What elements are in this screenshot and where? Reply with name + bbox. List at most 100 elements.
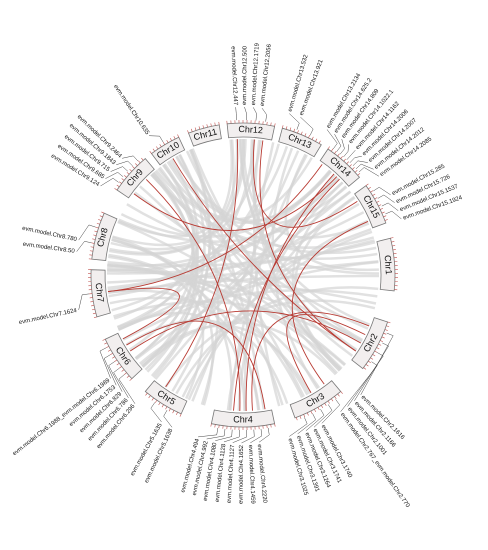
background-link [153, 171, 305, 398]
scale-tick [378, 343, 382, 346]
chromosome-band [150, 136, 186, 166]
scale-tick [107, 349, 111, 352]
scale-tick [91, 308, 95, 311]
scale-tick [327, 146, 330, 150]
chromosome-label: Chr1 [383, 255, 394, 275]
scale-tick [381, 211, 385, 214]
gene-label: evm.model.Chr8.780 [21, 226, 77, 244]
gene-label: evm.model.Chr5.1638 [144, 427, 175, 484]
gene-link [291, 221, 369, 385]
gene-leader [258, 427, 270, 443]
background-link [117, 311, 246, 412]
scale-tick [346, 161, 349, 165]
scale-tick [331, 398, 334, 402]
scale-tick [129, 169, 133, 172]
gene-label: evm.model.Chr4.1127 [227, 444, 237, 504]
scale-tick [365, 183, 369, 186]
gene-leader [297, 413, 317, 435]
scale-tick [145, 392, 148, 396]
scale-tick [126, 172, 130, 175]
scale-tick [310, 410, 313, 414]
background-link [108, 211, 365, 298]
scale-tick [149, 151, 152, 154]
scale-tick [357, 173, 361, 176]
scale-tick [176, 412, 178, 416]
scale-tick [270, 424, 272, 428]
scale-tick [141, 157, 144, 161]
scale-tick [376, 347, 380, 350]
scale-tick [119, 366, 122, 369]
gene-label: evm.model.Chr12.2056 [260, 43, 273, 106]
gene-link [129, 310, 362, 352]
gene-leader [78, 293, 90, 310]
scale-tick [334, 151, 337, 154]
scale-tick [93, 316, 97, 319]
gene-leader [149, 135, 164, 143]
scale-tick [132, 166, 135, 169]
gene-leader [358, 167, 380, 177]
scale-tick [165, 406, 168, 410]
scale-tick [91, 305, 95, 307]
chromosome-band [226, 122, 276, 141]
scale-tick [380, 208, 384, 210]
scale-tick [173, 136, 176, 140]
chromosome-band [104, 332, 143, 380]
gene-link [245, 173, 335, 411]
gene-leader [300, 116, 314, 136]
scale-tick [308, 134, 310, 138]
gene-leader [99, 347, 111, 379]
gene-leader [163, 410, 173, 428]
gene-link [172, 158, 357, 352]
scale-tick [383, 215, 387, 218]
scale-tick [315, 138, 318, 142]
scale-tick [116, 184, 120, 187]
scale-tick [138, 160, 141, 164]
scale-tick [92, 238, 96, 240]
gene-leader [253, 107, 257, 121]
background-link [175, 155, 377, 255]
scale-tick [96, 222, 100, 225]
scale-tick [352, 167, 355, 170]
chromosome-band [116, 157, 155, 199]
gene-leader [385, 210, 402, 220]
gene-link [259, 140, 357, 352]
scale-tick [392, 245, 396, 247]
scale-tick [311, 136, 314, 140]
scale-tick [370, 357, 374, 360]
gene-leader [206, 428, 226, 440]
gene-leader [198, 427, 219, 438]
gene-leader [100, 177, 119, 187]
scale-tick [124, 372, 127, 375]
background-link [113, 300, 357, 352]
scale-tick [270, 122, 272, 126]
scale-tick [314, 409, 317, 412]
scale-tick [168, 408, 171, 412]
scale-tick [190, 128, 193, 132]
gene-leader [110, 166, 128, 172]
chromosome-label: Chr8 [95, 227, 110, 248]
scale-tick [372, 193, 376, 196]
chromosome-label: Chr7 [94, 282, 106, 303]
gene-leader [349, 155, 362, 163]
scale-tick [166, 139, 169, 143]
scale-tick [368, 186, 371, 190]
scale-tick [390, 237, 394, 239]
gene-label: evm.model.Chr12.1719 [251, 42, 261, 105]
scale-tick [90, 301, 94, 303]
scale-tick [114, 359, 118, 362]
scale-tick [300, 131, 303, 135]
scale-tick [91, 242, 95, 244]
gene-leader [261, 107, 267, 122]
scale-tick [119, 181, 122, 184]
background-link [116, 139, 256, 329]
scale-tick [95, 226, 99, 229]
scale-tick [90, 246, 94, 248]
chromosome-label: Chr4 [233, 414, 253, 424]
background-link [107, 177, 340, 290]
scale-tick [126, 375, 130, 378]
scale-tick [349, 164, 352, 167]
scale-tick [386, 325, 390, 328]
scale-tick [106, 346, 109, 349]
background-link [141, 321, 337, 376]
background-link [122, 260, 379, 341]
